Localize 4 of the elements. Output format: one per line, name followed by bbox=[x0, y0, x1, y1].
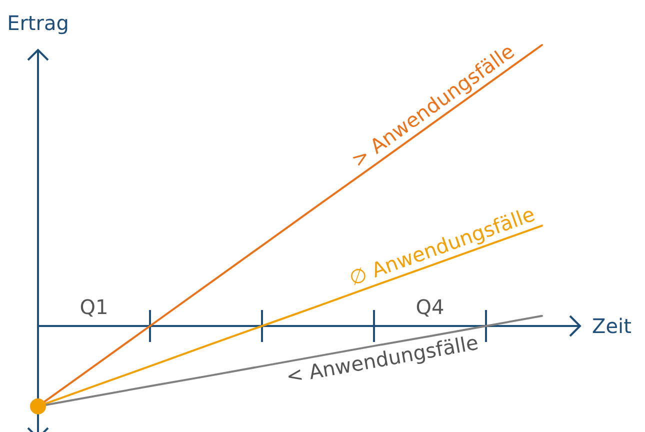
x-tick-label: Q1 bbox=[80, 295, 108, 319]
x-axis-title: Zeit bbox=[592, 314, 632, 338]
y-axis-title: Ertrag bbox=[7, 11, 69, 35]
x-tick-label: Q4 bbox=[416, 295, 444, 319]
